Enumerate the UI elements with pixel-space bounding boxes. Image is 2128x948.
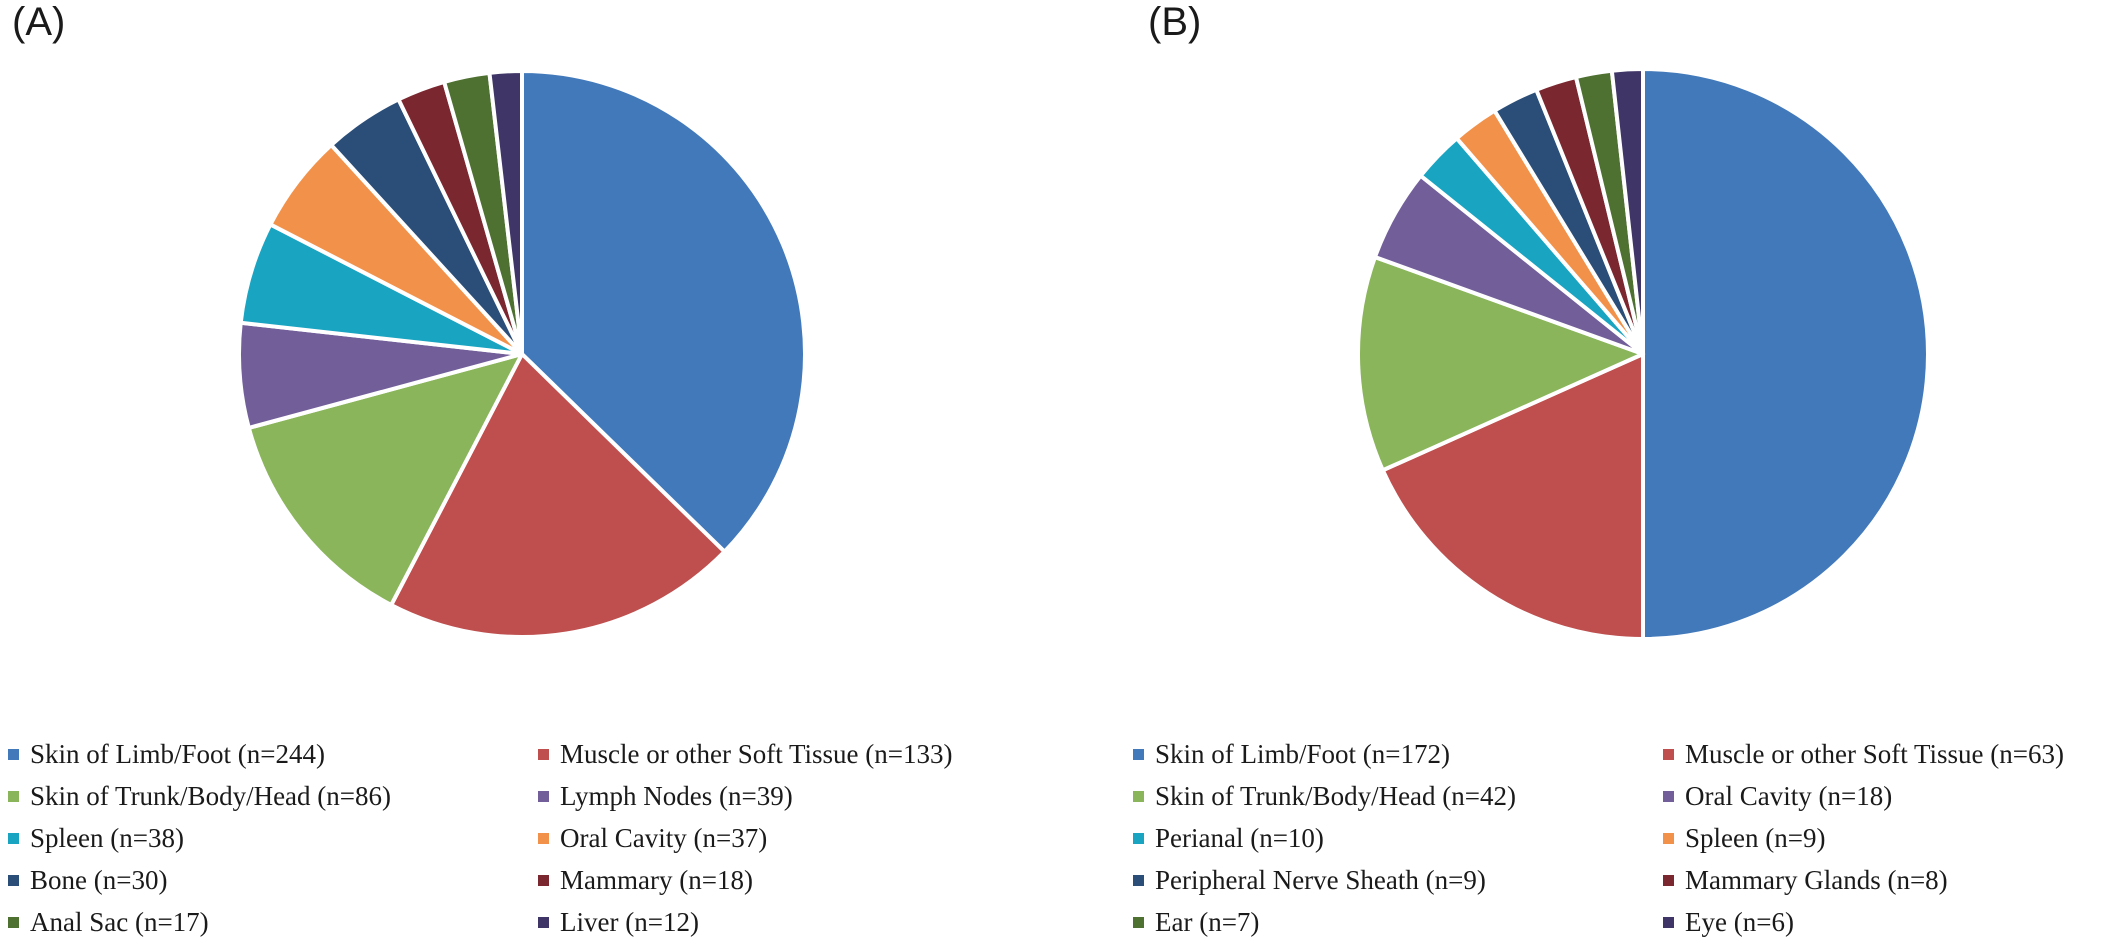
legend-label: Skin of Trunk/Body/Head (n=42) [1155, 780, 1516, 811]
legend-label: Mammary Glands (n=8) [1685, 864, 1948, 895]
legend-swatch [538, 916, 549, 928]
legend-swatch [8, 874, 19, 886]
legend-swatch [1663, 832, 1674, 844]
legend-swatch [8, 748, 19, 760]
legend-swatch [1133, 874, 1144, 886]
legend-swatch [1663, 790, 1674, 802]
legend-a: Skin of Limb/Foot (n=244) Muscle or other… [8, 733, 1018, 943]
legend-item-a-1: Muscle or other Soft Tissue (n=133) [538, 733, 1018, 775]
legend-label: Eye (n=6) [1685, 906, 1794, 937]
pie-slice-b-1 [1380, 352, 1645, 641]
legend-item-b-9: Eye (n=6) [1663, 901, 2128, 943]
pie-slice-a-1 [389, 352, 727, 639]
legend-label: Spleen (n=38) [30, 822, 184, 853]
pie-slice-b-0 [1641, 67, 1930, 641]
legend-swatch [1133, 748, 1144, 760]
legend-label: Spleen (n=9) [1685, 822, 1826, 853]
legend-item-b-2: Skin of Trunk/Body/Head (n=42) [1133, 775, 1663, 817]
legend-label: Oral Cavity (n=18) [1685, 780, 1893, 811]
pie-slice-b-2 [1356, 255, 1645, 473]
legend-item-b-5: Spleen (n=9) [1663, 817, 2128, 859]
legend-label: Skin of Limb/Foot (n=172) [1155, 738, 1450, 769]
legend-item-b-1: Muscle or other Soft Tissue (n=63) [1663, 733, 2128, 775]
legend-item-a-2: Skin of Trunk/Body/Head (n=86) [8, 775, 538, 817]
legend-label: Skin of Trunk/Body/Head (n=86) [30, 780, 391, 811]
legend-swatch [538, 874, 549, 886]
legend-swatch [8, 790, 19, 802]
legend-label: Muscle or other Soft Tissue (n=133) [560, 738, 953, 769]
legend-label: Anal Sac (n=17) [30, 906, 209, 937]
legend-item-b-0: Skin of Limb/Foot (n=172) [1133, 733, 1663, 775]
legend-swatch [538, 748, 549, 760]
pie-chart-b [1356, 67, 1930, 641]
pie-slice-a-2 [246, 352, 524, 607]
pie-slice-a-9 [487, 69, 524, 356]
legend-label: Muscle or other Soft Tissue (n=63) [1685, 738, 2064, 769]
legend-label: Ear (n=7) [1155, 906, 1260, 937]
legend-item-a-9: Liver (n=12) [538, 901, 1018, 943]
legend-swatch [1663, 916, 1674, 928]
legend-label: Oral Cavity (n=37) [560, 822, 768, 853]
legend-swatch [1663, 874, 1674, 886]
legend-item-b-6: Peripheral Nerve Sheath (n=9) [1133, 859, 1663, 901]
legend-item-b-7: Mammary Glands (n=8) [1663, 859, 2128, 901]
legend-item-a-8: Anal Sac (n=17) [8, 901, 538, 943]
legend-item-a-4: Spleen (n=38) [8, 817, 538, 859]
pie-chart-a [237, 69, 807, 639]
legend-item-b-8: Ear (n=7) [1133, 901, 1663, 943]
pie-slice-b-9 [1609, 67, 1645, 356]
legend-swatch [1133, 790, 1144, 802]
legend-label: Mammary (n=18) [560, 864, 753, 895]
legend-item-a-3: Lymph Nodes (n=39) [538, 775, 1018, 817]
legend-label: Skin of Limb/Foot (n=244) [30, 738, 325, 769]
panel-label-b: (B) [1148, 0, 1202, 44]
legend-label: Bone (n=30) [30, 864, 168, 895]
legend-item-a-6: Bone (n=30) [8, 859, 538, 901]
legend-item-a-5: Oral Cavity (n=37) [538, 817, 1018, 859]
legend-label: Lymph Nodes (n=39) [560, 780, 793, 811]
legend-swatch [1663, 748, 1674, 760]
legend-label: Perianal (n=10) [1155, 822, 1324, 853]
legend-label: Liver (n=12) [560, 906, 699, 937]
legend-swatch [1133, 832, 1144, 844]
legend-swatch [1133, 916, 1144, 928]
legend-item-b-4: Perianal (n=10) [1133, 817, 1663, 859]
legend-swatch [538, 832, 549, 844]
legend-swatch [538, 790, 549, 802]
legend-item-a-0: Skin of Limb/Foot (n=244) [8, 733, 538, 775]
pie-slice-a-0 [520, 69, 807, 554]
legend-swatch [8, 916, 19, 928]
legend-label: Peripheral Nerve Sheath (n=9) [1155, 864, 1486, 895]
legend-item-a-7: Mammary (n=18) [538, 859, 1018, 901]
legend-item-b-3: Oral Cavity (n=18) [1663, 775, 2128, 817]
legend-swatch [8, 832, 19, 844]
legend-b: Skin of Limb/Foot (n=172) Muscle or other… [1133, 733, 2128, 943]
panel-label-a: (A) [12, 0, 66, 44]
